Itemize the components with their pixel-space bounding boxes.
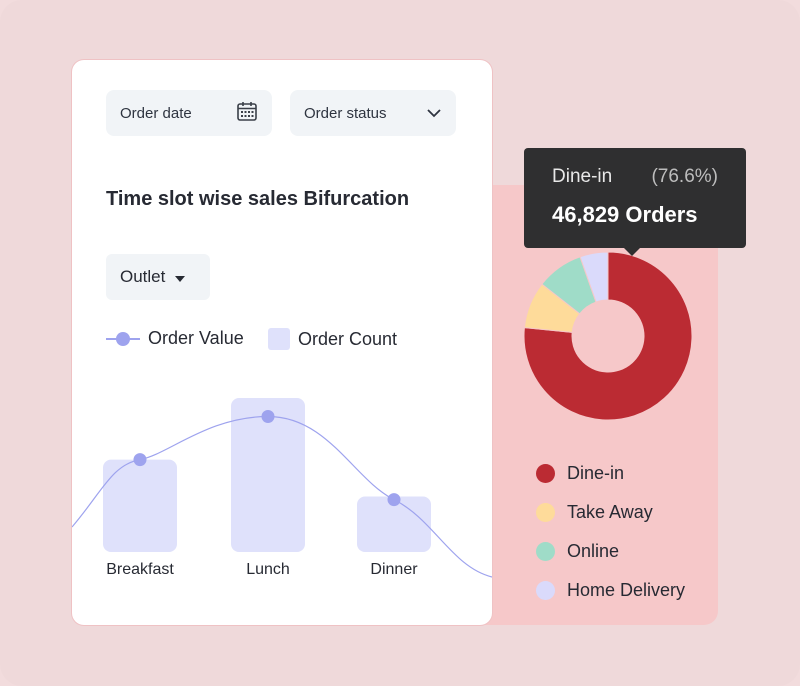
tooltip-orders: 46,829 Orders (552, 202, 698, 227)
tooltip-label: Dine-in (552, 166, 613, 187)
order-date-label: Order date (120, 104, 192, 122)
tooltip-percent: (76.6%) (651, 166, 718, 187)
bar-dinner (357, 496, 431, 552)
legend-online: Online (536, 532, 685, 571)
order-date-filter[interactable]: Order date (106, 90, 272, 136)
bar-marker-icon (268, 328, 290, 350)
caret-down-icon (175, 267, 186, 287)
sales-card: Order date Order status Time slot wise s… (72, 60, 492, 625)
order-type-donut (523, 251, 693, 421)
legend-label-online: Online (567, 541, 620, 561)
legend-dot-dine-in (536, 464, 555, 483)
order-status-label: Order status (304, 104, 387, 122)
legend-dot-home-delivery (536, 581, 555, 600)
legend-order-value: Order Value (106, 328, 244, 349)
legend-dot-take-away (536, 503, 555, 522)
legend-dine-in: Dine-in (536, 454, 685, 493)
donut-legend: Dine-in Take Away Online Home Delivery (536, 454, 685, 610)
point-dinner (387, 493, 401, 507)
legend-order-value-label: Order Value (148, 328, 244, 348)
x-label-breakfast: Breakfast (106, 561, 174, 578)
order-status-filter[interactable]: Order status (290, 90, 456, 136)
outlet-label: Outlet (120, 267, 166, 286)
donut-hole (572, 300, 644, 372)
calendar-icon (236, 100, 258, 126)
legend-order-count-label: Order Count (298, 328, 398, 349)
outlet-dropdown[interactable]: Outlet (106, 254, 210, 300)
legend-label-take-away: Take Away (567, 502, 653, 522)
chevron-down-icon (426, 105, 442, 122)
x-label-dinner: Dinner (370, 561, 418, 578)
legend-take-away: Take Away (536, 493, 685, 532)
tooltip-arrow (624, 248, 640, 256)
point-lunch (261, 409, 275, 423)
chart-title: Time slot wise sales Bifurcation (106, 188, 410, 210)
legend-order-count: Order Count (268, 328, 397, 350)
legend-dot-online (536, 542, 555, 561)
legend-label-dine-in: Dine-in (567, 463, 625, 483)
donut-tooltip: Dine-in (76.6%) 46,829 Orders (524, 148, 746, 256)
line-marker-icon (106, 331, 140, 346)
legend-label-home-delivery: Home Delivery (567, 580, 686, 600)
time-slot-chart: Breakfast Lunch Dinner (72, 398, 492, 578)
point-breakfast (133, 453, 147, 467)
legend-home-delivery: Home Delivery (536, 571, 685, 610)
bar-breakfast (103, 459, 177, 552)
bar-lunch (231, 398, 305, 552)
x-label-lunch: Lunch (246, 561, 290, 578)
